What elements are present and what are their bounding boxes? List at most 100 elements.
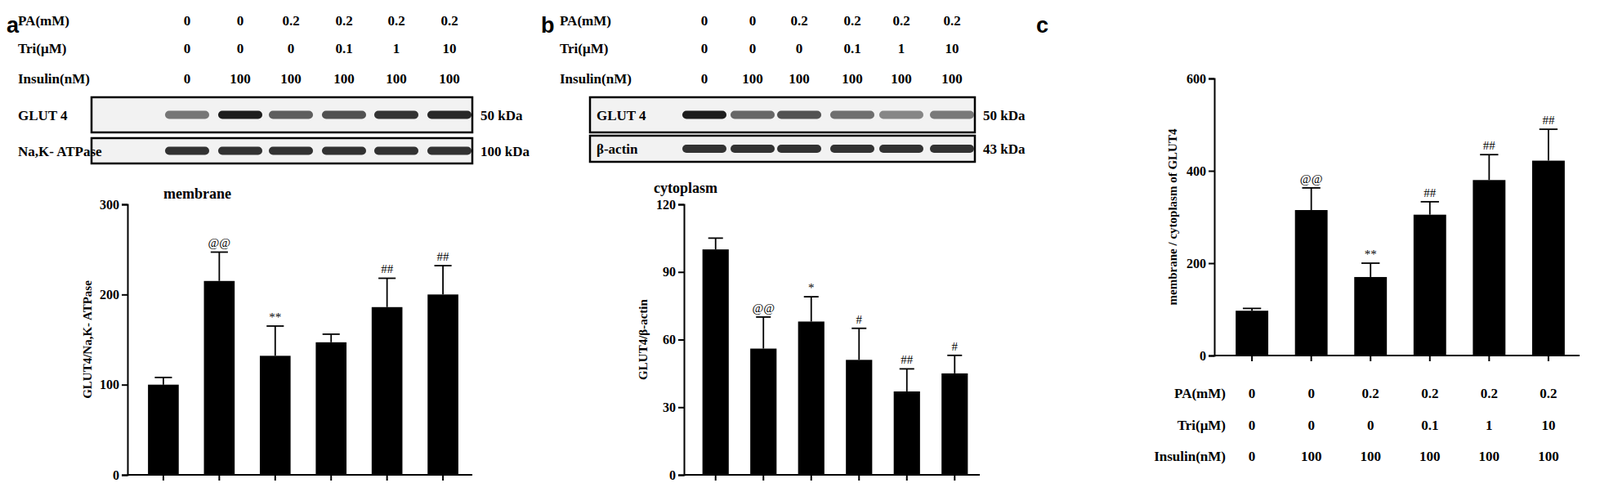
blot-band — [374, 147, 419, 156]
blot-band — [427, 111, 472, 120]
tick — [1370, 355, 1372, 362]
tick-label: 0 — [112, 468, 120, 483]
bar — [371, 307, 403, 475]
error-bar — [1361, 263, 1380, 278]
condition-label: Insulin(nM) — [1153, 448, 1226, 465]
condition-value: 0 — [287, 40, 295, 57]
error-bar — [899, 368, 915, 392]
condition-value: 0.2 — [281, 13, 300, 29]
error-cap — [1301, 187, 1320, 189]
significance: @@ — [208, 236, 232, 250]
blot-band — [777, 111, 822, 120]
blot-band — [268, 111, 313, 120]
y-axis: 0100200300 — [99, 197, 129, 483]
error-cap — [210, 251, 228, 254]
tick-mark — [858, 474, 860, 481]
error-stem — [1369, 263, 1372, 278]
plot-marks — [1235, 129, 1565, 356]
blot — [589, 97, 975, 133]
blot-size: 43 kDa — [983, 141, 1026, 157]
condition-value: 10 — [442, 40, 457, 57]
condition-value: 1 — [393, 40, 401, 57]
error-bar — [1479, 154, 1498, 180]
tick-mark — [1208, 355, 1215, 358]
tick — [954, 474, 956, 481]
condition-value: 0.2 — [943, 13, 961, 29]
bar — [750, 348, 777, 475]
tick — [858, 474, 860, 481]
plot-marks — [702, 237, 969, 475]
tick-label: 60 — [662, 332, 676, 347]
error-stem — [442, 265, 444, 295]
error-stem — [953, 355, 956, 374]
condition-label: Tri(μM) — [1177, 417, 1226, 434]
blot-label: β-actin — [596, 141, 639, 157]
condition-label: Insulin(nM) — [559, 71, 632, 87]
bar — [798, 321, 825, 475]
tick — [906, 474, 908, 481]
condition-label: PA(mM) — [1174, 385, 1226, 402]
bar — [1354, 277, 1387, 356]
error-stem — [330, 334, 332, 343]
plot-marks — [147, 251, 459, 475]
error-cap — [154, 376, 172, 379]
tick: 600 — [1186, 71, 1215, 86]
condition-value: 0 — [236, 40, 245, 57]
condition-value: 0.1 — [1421, 417, 1439, 434]
blot-band — [682, 111, 727, 120]
condition-value: 1 — [898, 40, 906, 57]
significance: ## — [437, 250, 451, 264]
tick: 0 — [1199, 348, 1215, 363]
error-stem — [1310, 187, 1313, 211]
error-bar — [210, 251, 228, 281]
error-bar — [851, 328, 867, 361]
tick — [1547, 355, 1549, 362]
error-cap — [378, 277, 396, 280]
tick-label: 300 — [99, 197, 120, 212]
tick-mark — [121, 294, 128, 296]
tick — [1429, 355, 1431, 362]
blot-band — [682, 144, 727, 153]
tick-label: 400 — [1186, 164, 1207, 179]
bar — [204, 281, 236, 475]
error-bar — [322, 334, 340, 343]
error-bar — [1421, 201, 1440, 215]
blot-size: 50 kDa — [480, 107, 523, 124]
tick-mark — [1208, 78, 1215, 81]
tick-mark — [121, 384, 128, 386]
tick — [1251, 355, 1253, 362]
tick-mark — [1429, 355, 1431, 362]
condition-value: 0 — [1248, 385, 1256, 402]
condition-value: 100 — [941, 71, 963, 87]
error-cap — [1539, 128, 1558, 130]
error-cap — [947, 354, 962, 357]
condition-value: 0 — [1307, 385, 1315, 402]
note: membrane — [163, 185, 232, 202]
error-cap — [708, 236, 724, 239]
tick-mark — [162, 474, 165, 481]
error-stem — [218, 251, 220, 281]
blot-band — [879, 111, 924, 120]
tick-mark — [1251, 355, 1253, 362]
condition-value: 0.1 — [843, 40, 861, 57]
blot-band — [165, 111, 210, 120]
error-stem — [1488, 154, 1490, 180]
tick — [763, 474, 765, 481]
blot-label: GLUT 4 — [596, 107, 647, 124]
blot-band — [321, 111, 367, 120]
condition-value: 100 — [841, 71, 863, 87]
condition-value: 0 — [183, 13, 192, 29]
error-cap — [1421, 201, 1440, 203]
y-axis-title: GLUT4/Na,K- ATPase — [80, 280, 94, 399]
condition-value: 100 — [1537, 448, 1560, 465]
condition-label: Tri(μM) — [17, 40, 67, 57]
tick — [1310, 355, 1312, 362]
bar — [259, 355, 291, 475]
condition-label: Tri(μM) — [559, 40, 608, 57]
blot-frame — [589, 135, 975, 162]
condition-value: 100 — [385, 71, 407, 87]
condition-value: 100 — [1419, 448, 1441, 465]
condition-value: 100 — [229, 71, 251, 87]
panel: bPA(mM)000.20.20.20.2Tri(μM)0000.1110Ins… — [540, 13, 1026, 483]
tick: 60 — [662, 332, 684, 347]
